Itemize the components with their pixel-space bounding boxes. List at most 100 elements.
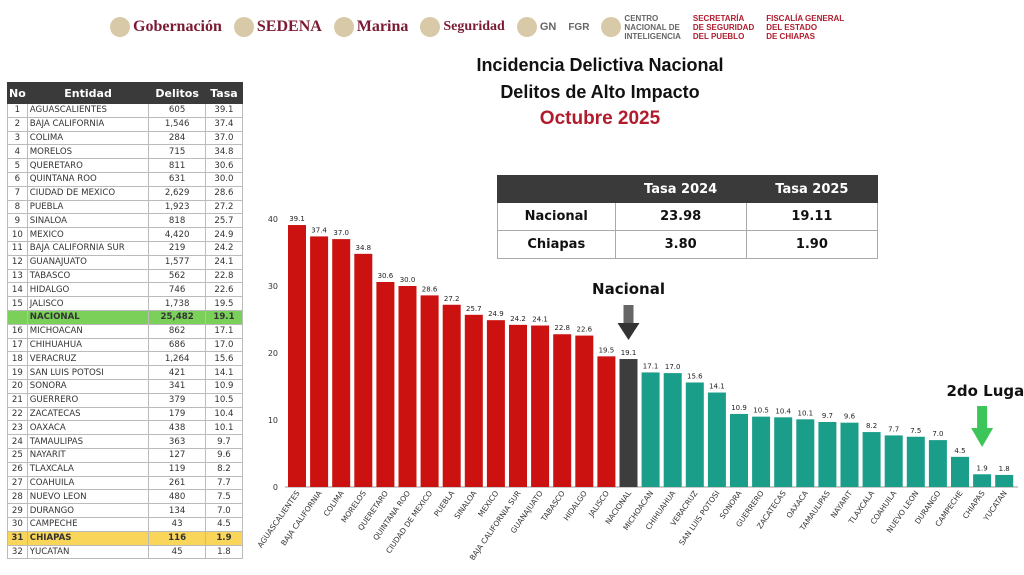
- arrow-down-icon: [971, 428, 994, 447]
- data-label: 1.9: [977, 464, 988, 472]
- data-label: 9.7: [822, 412, 833, 420]
- bar: [663, 373, 682, 487]
- bar: [685, 382, 704, 487]
- bar: [376, 281, 395, 487]
- bar: [354, 253, 373, 487]
- table-cell: 25,482: [148, 309, 206, 325]
- data-label: 34.8: [356, 244, 372, 252]
- table-row: 11 BAJA CALIFORNIA SUR 219 24.2: [7, 240, 244, 256]
- logo-cni: CENTRO NACIONAL DE INTELIGENCIA: [601, 14, 681, 41]
- column-header: Tasa: [204, 82, 244, 104]
- table-row: NACIONAL 25,482 19.1: [7, 309, 244, 325]
- table-cell: 39.1: [204, 103, 244, 118]
- bar: [641, 372, 660, 487]
- table-row: 32 YUCATAN 45 1.8: [7, 544, 244, 560]
- logo-sedena: SEDENA: [233, 17, 322, 37]
- bar: [995, 474, 1014, 487]
- table-cell: 1.9: [204, 530, 244, 546]
- data-label: 19.5: [599, 346, 615, 354]
- y-tick-label: 20: [268, 349, 278, 358]
- table-row: 15 JALISCO 1,738 19.5: [7, 296, 244, 311]
- table-cell: [7, 309, 28, 325]
- data-label: 19.1: [621, 349, 637, 357]
- bar: [288, 225, 306, 487]
- bar: [597, 356, 616, 487]
- y-tick-label: 30: [268, 282, 278, 291]
- data-label: 17.0: [665, 363, 681, 371]
- table-row: 1 AGUASCALIENTES 605 39.1: [7, 103, 244, 118]
- table-row: 2 BAJA CALIFORNIA 1,546 37.4: [7, 116, 244, 132]
- logo-gn: GN: [516, 17, 556, 37]
- data-label: 24.1: [532, 316, 548, 324]
- title-line3: Octubre 2025: [539, 108, 661, 129]
- data-label: 14.1: [709, 383, 725, 391]
- bar: [707, 392, 726, 487]
- data-label: 17.1: [643, 362, 659, 370]
- annotation-nacional: Nacional: [592, 280, 665, 298]
- bar: [730, 413, 748, 487]
- table-row: 22 ZACATECAS 179 10.4: [7, 406, 244, 422]
- data-label: 27.2: [444, 295, 460, 303]
- bar: [398, 286, 417, 487]
- data-label: 25.7: [466, 305, 482, 313]
- compare-row: Chiapas 3.80 1.90: [497, 230, 879, 259]
- data-label: 9.6: [844, 413, 856, 421]
- table-row: 9 SINALOA 818 25.7: [7, 213, 244, 229]
- column-header: No: [7, 82, 28, 104]
- compare-header: Tasa 2025: [745, 175, 879, 203]
- data-label: 8.2: [866, 422, 877, 430]
- logo-fgr: FGR: [568, 21, 590, 33]
- logo-gobernacion: Gobernación: [110, 17, 222, 37]
- data-label: 24.9: [488, 310, 504, 318]
- arrow-down-icon: [617, 323, 640, 340]
- logo-ssp: SECRETARÍA DE SEGURIDAD DEL PUEBLO: [692, 13, 755, 41]
- bar: [442, 304, 461, 487]
- bar: [619, 359, 638, 487]
- table-row: 24 TAMAULIPAS 363 9.7: [7, 434, 244, 449]
- bar: [486, 320, 505, 487]
- data-label: 10.4: [775, 407, 791, 415]
- bar: [310, 236, 329, 487]
- compare-cell: 19.11: [745, 202, 879, 231]
- x-tick-label: SAN LUIS POTOSI: [677, 489, 721, 547]
- data-label: 15.6: [687, 372, 703, 380]
- data-label: 28.6: [422, 285, 438, 293]
- logo-marina: Marina: [333, 17, 408, 37]
- table-row: 12 GUANAJUATO 1,577 24.1: [7, 254, 244, 270]
- comparison-table: Tasa 2024 Tasa 2025 Nacional 23.98 19.11 Chi…: [497, 175, 879, 259]
- data-label: 22.6: [577, 326, 593, 334]
- column-header: Entidad: [26, 82, 150, 104]
- data-label: 22.8: [554, 324, 570, 332]
- table-cell: 30.6: [204, 158, 244, 173]
- y-tick-label: 0: [273, 483, 278, 492]
- data-label: 30.6: [378, 272, 394, 280]
- table-cell: 10.9: [204, 378, 244, 394]
- data-label: 7.5: [910, 427, 921, 435]
- bar: [420, 295, 439, 487]
- title-line1: Incidencia Delictiva Nacional: [476, 55, 724, 75]
- compare-cell: Chiapas: [497, 230, 616, 259]
- data-label: 10.5: [753, 407, 769, 415]
- bar: [509, 324, 527, 487]
- bar: [752, 416, 771, 487]
- data-label: 7.7: [888, 425, 899, 433]
- bar: [796, 419, 815, 487]
- states-table: No Entidad Delitos Tasa 1 AGUASCALIENTES 605 3…: [7, 82, 244, 560]
- x-tick-label: SINALOA: [452, 488, 479, 521]
- data-label: 24.2: [510, 315, 526, 323]
- bar: [575, 335, 594, 487]
- logo-fge: FISCALÍA GENERAL DEL ESTADO DE CHIAPAS: [766, 13, 845, 41]
- data-label: 39.1: [289, 215, 305, 223]
- table-row: 13 TABASCO 562 22.8: [7, 268, 244, 284]
- bar: [862, 432, 881, 487]
- bar: [464, 314, 483, 487]
- bar: [973, 474, 992, 487]
- bar: [553, 334, 572, 487]
- bar: [332, 239, 351, 487]
- compare-cell: Nacional: [497, 202, 616, 231]
- bar: [951, 456, 969, 487]
- compare-cell: 3.80: [614, 230, 747, 259]
- table-row: 20 SONORA 341 10.9: [7, 378, 244, 394]
- column-header: Delitos: [148, 82, 206, 104]
